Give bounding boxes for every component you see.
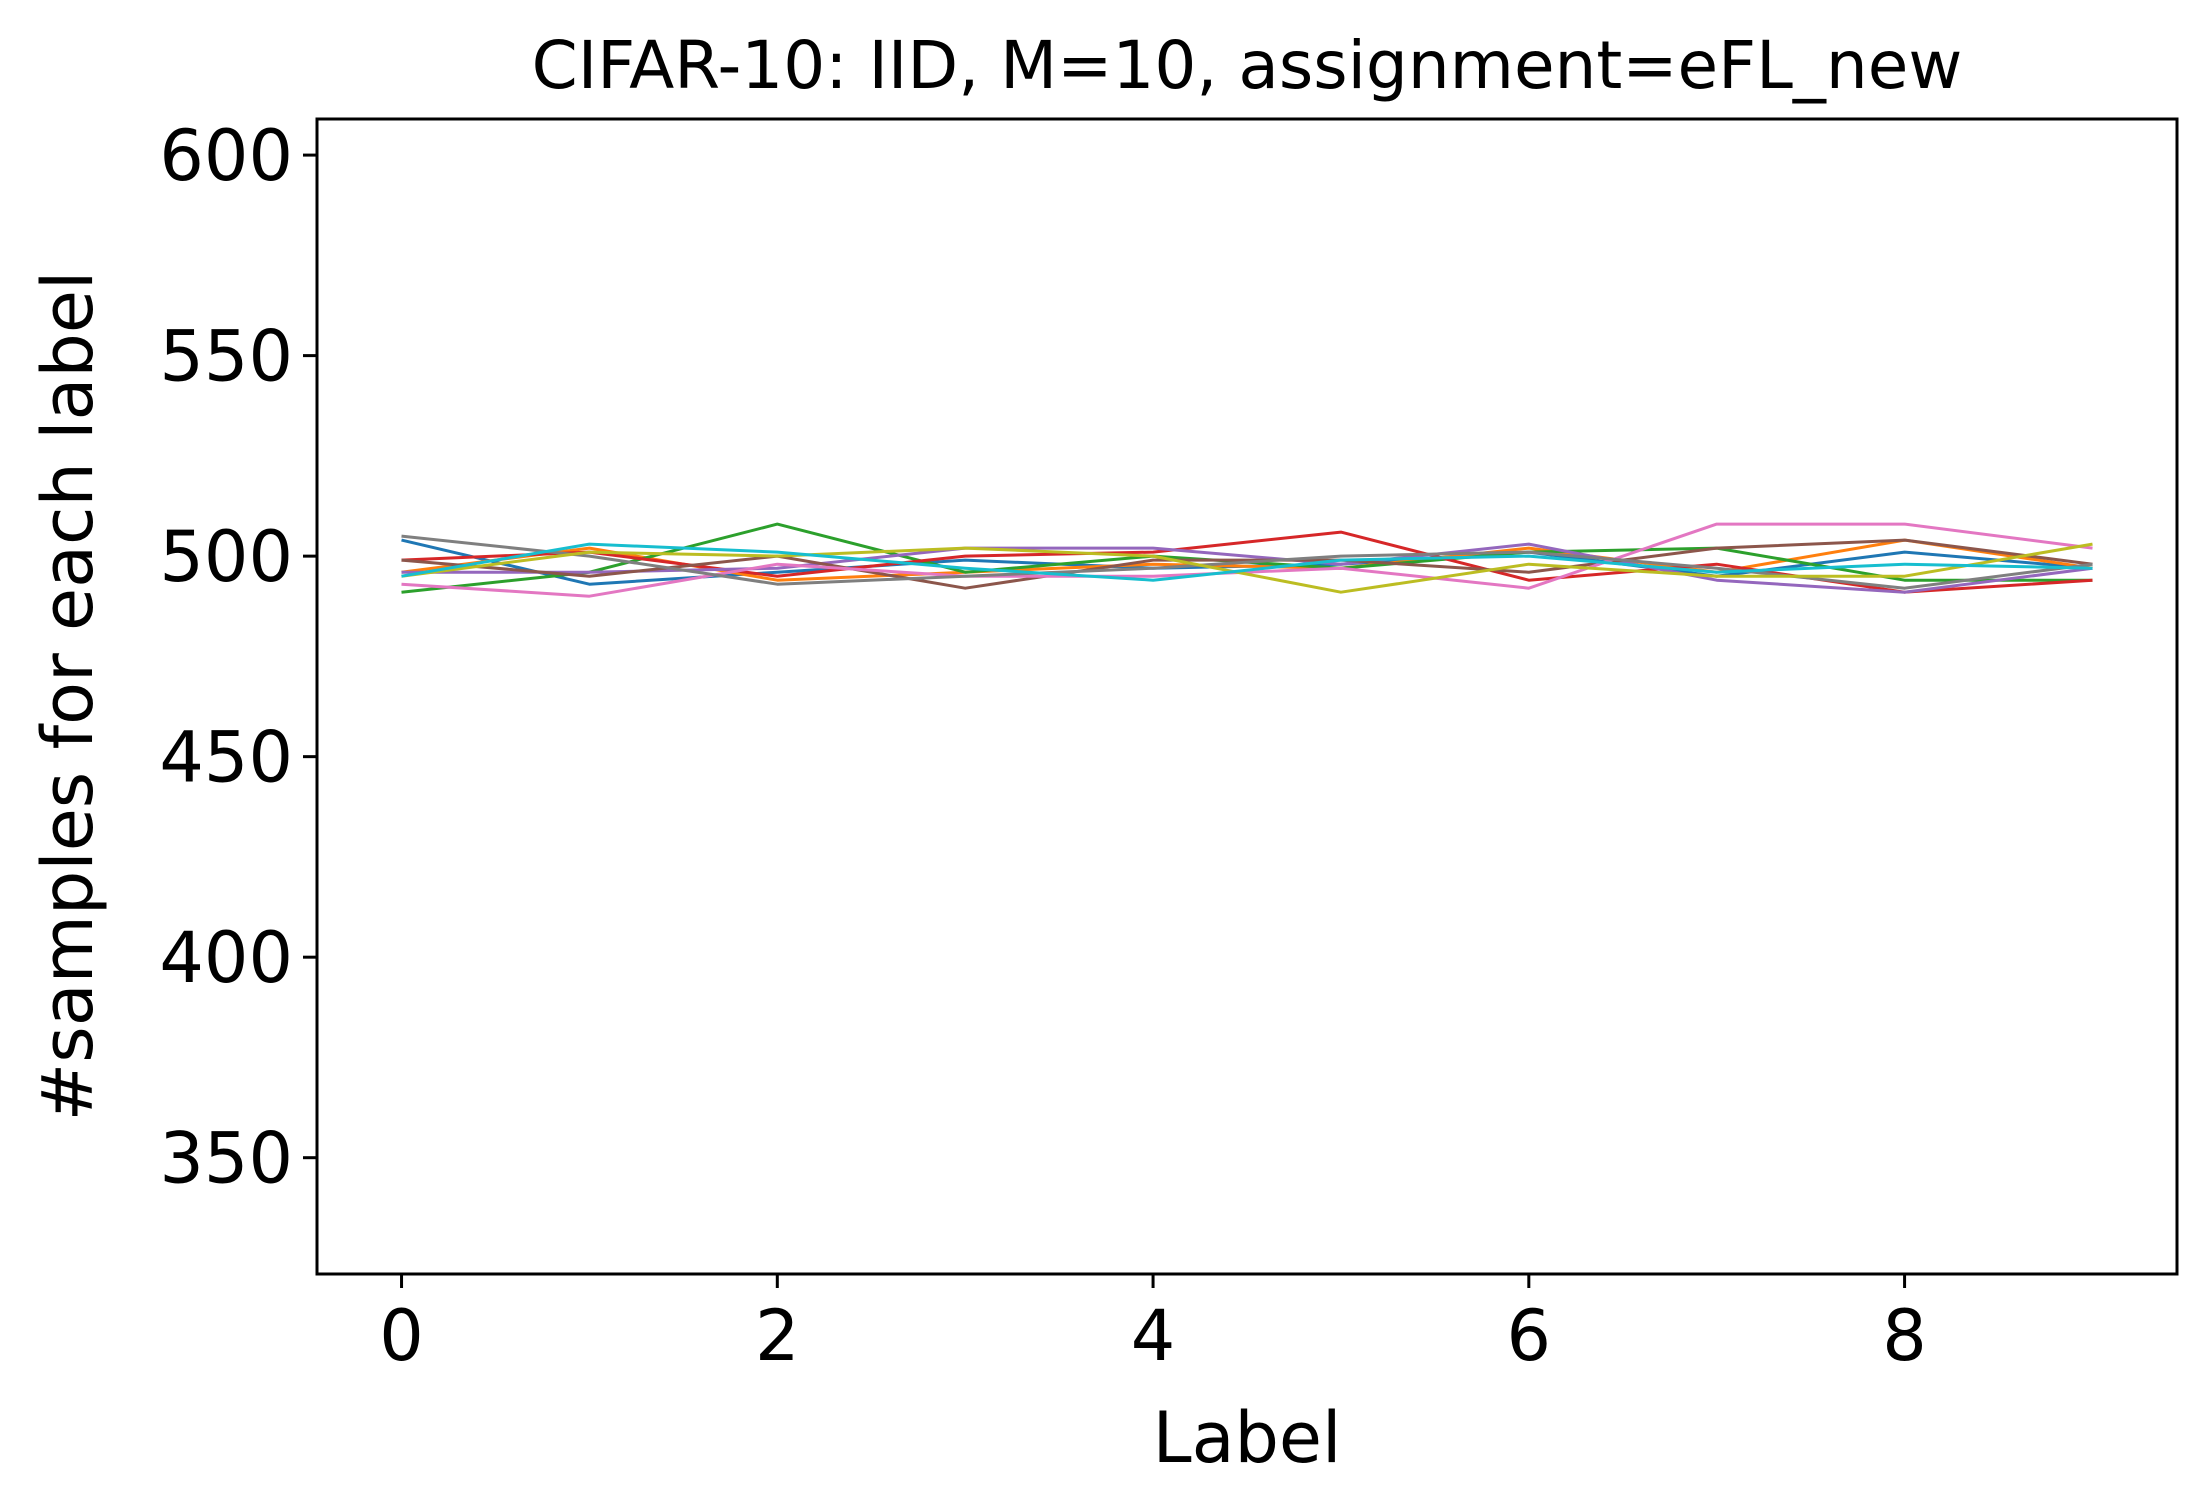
x-tick-label: 2 (755, 1295, 800, 1377)
series-line-6 (401, 538, 2093, 590)
x-tick-label: 0 (379, 1295, 424, 1377)
y-axis-label: #samples for each label (27, 271, 109, 1122)
y-tick-label: 450 (159, 717, 293, 799)
ticks-layer: 0 2 4 6 8 350 400 450 500 550 600 (159, 115, 1926, 1377)
series-line-8 (401, 534, 2093, 590)
y-tick-label: 400 (159, 917, 293, 999)
x-tick-label: 8 (1882, 1295, 1927, 1377)
series-layer (401, 522, 2093, 598)
series-line-7 (401, 522, 2093, 598)
x-tick-label: 6 (1507, 1295, 1552, 1377)
series-line-10 (401, 542, 2093, 582)
y-tick-label: 550 (159, 316, 293, 398)
y-tick-label: 500 (159, 516, 293, 598)
series-line-9 (401, 542, 2093, 594)
x-axis-label: Label (1153, 1397, 1342, 1479)
y-tick-label: 600 (159, 115, 293, 197)
y-tick-label: 350 (159, 1118, 293, 1200)
x-tick-label: 4 (1131, 1295, 1176, 1377)
chart-title: CIFAR-10: IID, M=10, assignment=eFL_new (532, 27, 1963, 104)
plot-frame (315, 117, 2179, 1276)
